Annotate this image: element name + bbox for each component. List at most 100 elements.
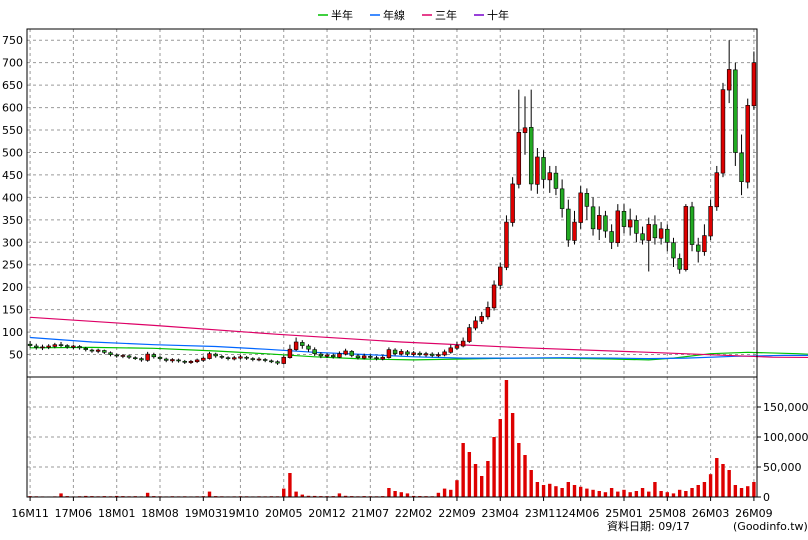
x-tick-label: 22M09	[438, 507, 476, 520]
volume-bar	[554, 486, 558, 497]
candle-down	[83, 347, 88, 350]
price-axis: 50 100 150 200 250 300 350 400 450 500 550 600 650 70…	[2, 34, 23, 361]
volume-bar	[715, 458, 719, 497]
volume-bar	[622, 489, 626, 497]
candle-down	[405, 351, 410, 355]
candle-up	[188, 360, 194, 363]
volume-bar	[517, 443, 521, 497]
price-tick-label: 200	[2, 281, 23, 294]
candle-down	[133, 357, 138, 359]
candle-down	[176, 359, 181, 362]
candle-up	[324, 354, 330, 357]
candle-down	[368, 356, 373, 358]
candle-up	[399, 351, 404, 355]
legend-label: 十年	[487, 8, 509, 22]
candle-up	[498, 266, 503, 286]
candle-up	[627, 219, 633, 228]
candle-up	[343, 350, 348, 355]
candle-down	[102, 350, 107, 353]
candle-down	[139, 358, 144, 361]
candle-down	[213, 353, 218, 357]
candle-down	[64, 345, 70, 348]
candle-down	[677, 258, 682, 270]
price-tick-label: 650	[2, 79, 23, 92]
candle-up	[708, 206, 713, 237]
volume-bar	[498, 419, 502, 497]
candle-up	[120, 355, 126, 357]
volume-bar	[492, 437, 496, 497]
candle-down	[250, 358, 256, 360]
volume-bar	[597, 491, 601, 497]
candle-down	[157, 356, 163, 359]
price-grid	[27, 29, 757, 377]
candle-down	[696, 244, 701, 252]
candle-down	[429, 353, 435, 356]
volume-bar	[690, 488, 694, 497]
candle-up	[40, 346, 45, 349]
candle-up	[423, 353, 429, 356]
volume-bar	[510, 413, 515, 497]
price-tick-label: 150	[2, 304, 23, 317]
candle-up	[232, 357, 237, 360]
volume-bar	[609, 488, 614, 497]
candle-up	[442, 351, 447, 356]
volume-bar	[300, 494, 304, 497]
moving-average-lines	[30, 316, 808, 361]
volume-bar	[486, 461, 490, 497]
candle-down	[634, 219, 639, 234]
candle-up	[646, 224, 651, 241]
candle-down	[244, 356, 249, 359]
legend-label: 年線	[383, 8, 405, 22]
ma-line-三年	[30, 316, 808, 359]
x-tick-label: 26M03	[692, 507, 730, 520]
volume-bar	[145, 492, 150, 497]
candle-down	[262, 359, 268, 361]
candle-up	[473, 320, 478, 329]
candle-up	[491, 284, 497, 309]
candle-up	[702, 235, 707, 253]
candle-down	[163, 358, 169, 361]
volume-bar	[560, 488, 564, 497]
candle-up	[504, 221, 509, 268]
candle-up	[52, 344, 58, 347]
volume-bar	[677, 489, 682, 497]
x-tick-label: 20M05	[265, 507, 303, 520]
candle-down	[671, 242, 676, 259]
candle-down	[89, 349, 95, 352]
volume-bar	[59, 493, 63, 497]
candle-down	[609, 231, 614, 243]
candle-down	[584, 193, 590, 207]
x-tick-label: 17M06	[55, 507, 93, 520]
volume-bar	[603, 492, 608, 497]
candle-up	[436, 354, 441, 357]
volume-bar	[473, 464, 478, 497]
candle-up	[287, 348, 293, 358]
volume-bar	[306, 495, 311, 497]
volume-bar	[455, 480, 459, 497]
price-tick-label: 400	[2, 191, 23, 204]
candle-down	[126, 355, 132, 358]
x-tick-label: 24M06	[562, 507, 600, 520]
price-tick-label: 100	[2, 326, 23, 339]
volume-bar	[393, 491, 397, 497]
x-tick-label: 20M12	[308, 507, 346, 520]
volume-bar	[535, 482, 540, 497]
price-tick-label: 550	[2, 124, 23, 137]
volume-axis: 0 50,000 100,000 150,000	[757, 401, 808, 504]
candle-up	[751, 62, 757, 107]
price-tick-label: 750	[2, 34, 23, 47]
candle-up	[597, 215, 602, 230]
volume-bar	[721, 464, 725, 497]
volume-bar	[585, 488, 589, 497]
volume-bar	[628, 492, 632, 497]
volume-bar	[566, 482, 571, 497]
volume-bar	[207, 491, 212, 497]
volume-bar	[616, 491, 620, 497]
x-tick-label: 21M07	[352, 507, 390, 520]
candle-up	[726, 69, 732, 91]
candle-down	[652, 224, 658, 239]
candle-up	[207, 353, 212, 359]
candle-down	[331, 355, 336, 358]
volume-bar	[548, 483, 552, 497]
